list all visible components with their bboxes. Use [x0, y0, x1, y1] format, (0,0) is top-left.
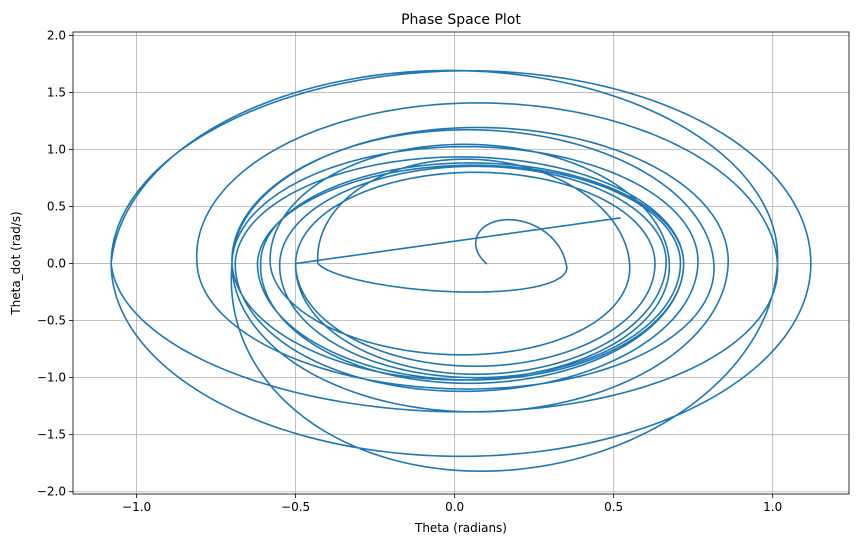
- y-tick-label: 2.0: [47, 28, 66, 42]
- x-tick-label: 0.0: [445, 500, 464, 514]
- x-axis-label: Theta (radians): [414, 521, 507, 535]
- x-tick-label: −0.5: [281, 500, 310, 514]
- y-tick-label: 0.0: [47, 257, 66, 271]
- y-tick-label: −0.5: [37, 314, 66, 328]
- y-tick-label: 1.0: [47, 142, 66, 156]
- ticks: −1.0 −0.5 0.0 0.5 1.0 −2.0 −1.5 −1.0 −0.5 0.0 0.5 1…: [37, 28, 782, 514]
- y-tick-label: 1.5: [47, 85, 66, 99]
- y-tick-label: −1.5: [37, 428, 66, 442]
- x-tick-label: 1.0: [763, 500, 782, 514]
- x-tick-label: 0.5: [604, 500, 623, 514]
- y-tick-label: 0.5: [47, 200, 66, 214]
- grid-lines: [73, 32, 849, 494]
- axes-frame: [72, 31, 850, 495]
- series-layer: [110, 69, 812, 472]
- chart-title: Phase Space Plot: [401, 12, 521, 28]
- phase-trajectory-line: [110, 69, 812, 472]
- y-axis-label: Theta_dot (rad/s): [9, 211, 23, 315]
- y-tick-label: −1.0: [37, 371, 66, 385]
- x-tick-label: −1.0: [122, 500, 151, 514]
- y-tick-label: −2.0: [37, 485, 66, 499]
